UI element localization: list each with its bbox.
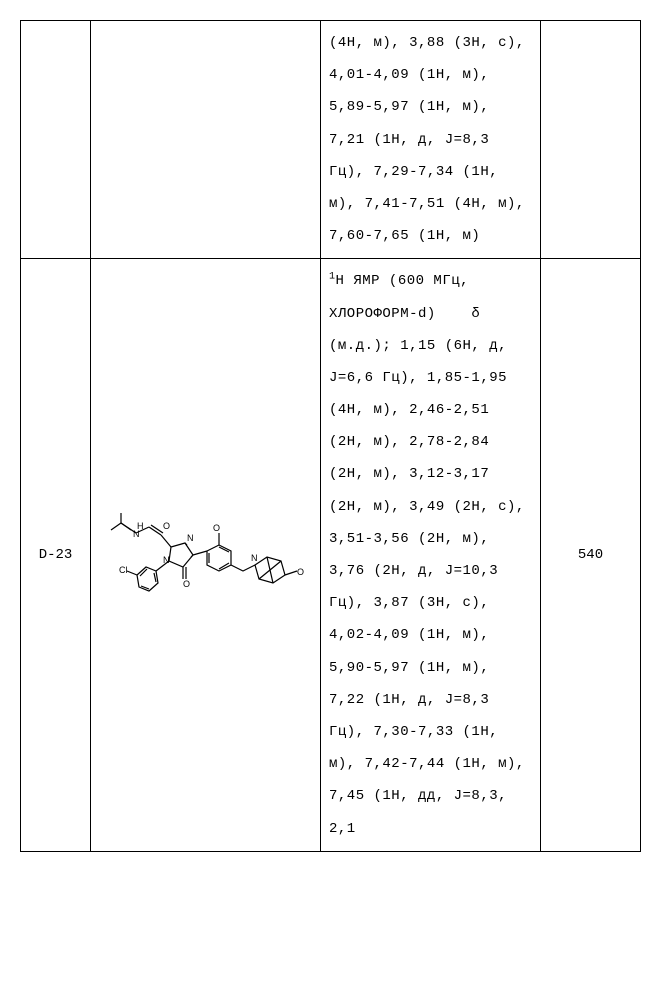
mass-cell-empty [541, 21, 641, 259]
atom-label-n: N [251, 553, 258, 563]
mass-value: 540 [578, 547, 603, 563]
nmr-cell: (4H, м), 3,88 (3H, с), 4,01-4,09 (1H, м)… [321, 21, 541, 259]
atom-label-o: O [163, 521, 170, 531]
atom-label-o: O [213, 523, 220, 533]
atom-label-n: N [163, 555, 170, 565]
nmr-cell: 1H ЯМР (600 МГц, ХЛОРОФОРМ-d) δ (м.д.); … [321, 259, 541, 851]
nmr-body: H ЯМР (600 МГц, ХЛОРОФОРМ-d) δ (м.д.); 1… [329, 273, 534, 836]
compound-table: (4H, м), 3,88 (3H, с), 4,01-4,09 (1H, м)… [20, 20, 641, 852]
structure-cell: N H O N N O Cl O N O [91, 259, 321, 851]
atom-label-n: N [187, 533, 194, 543]
nmr-text: 1H ЯМР (600 МГц, ХЛОРОФОРМ-d) δ (м.д.); … [329, 265, 532, 844]
id-cell: D-23 [21, 259, 91, 851]
id-cell-empty [21, 21, 91, 259]
molecule-svg: N H O N N O Cl O N O [101, 485, 311, 625]
atom-label-o: O [183, 579, 190, 589]
atom-label-cl: Cl [119, 565, 128, 575]
compound-id: D-23 [39, 547, 73, 563]
structure-cell-empty [91, 21, 321, 259]
atom-label-o: O [297, 567, 304, 577]
molecule-diagram: N H O N N O Cl O N O [99, 485, 312, 625]
nmr-text: (4H, м), 3,88 (3H, с), 4,01-4,09 (1H, м)… [329, 27, 532, 252]
table-row: (4H, м), 3,88 (3H, с), 4,01-4,09 (1H, м)… [21, 21, 641, 259]
atom-label-h: H [137, 521, 144, 531]
mass-cell: 540 [541, 259, 641, 851]
table-row: D-23 [21, 259, 641, 851]
